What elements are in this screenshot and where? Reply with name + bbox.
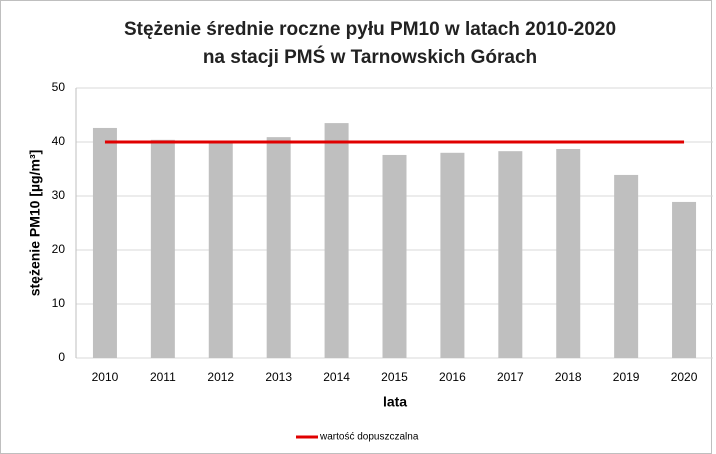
x-axis-title: lata <box>383 394 407 410</box>
bar <box>556 149 581 358</box>
x-tick-label: 2014 <box>323 370 350 384</box>
legend-label: wartość dopuszczalna <box>319 432 419 443</box>
bar <box>382 154 407 358</box>
x-tick-label: 2018 <box>555 370 582 384</box>
x-tick-label: 2020 <box>671 370 698 384</box>
bar <box>208 140 233 358</box>
y-tick-label: 0 <box>58 350 65 364</box>
bar <box>150 139 175 358</box>
bar <box>440 152 465 358</box>
bar <box>324 123 349 358</box>
x-tick-label: 2010 <box>92 370 119 384</box>
bar <box>92 127 117 359</box>
x-tick-label: 2016 <box>439 370 466 384</box>
y-tick-label: 30 <box>52 188 66 202</box>
bar <box>266 137 291 358</box>
y-tick-label: 40 <box>52 134 66 148</box>
bar <box>672 201 697 358</box>
chart-title: Stężenie średnie roczne pyłu PM10 w lata… <box>124 19 616 40</box>
x-tick-label: 2012 <box>207 370 234 384</box>
x-tick-label: 2019 <box>613 370 640 384</box>
y-tick-label: 20 <box>52 242 66 256</box>
y-axis-title: stężenie PM10 [µg/m³] <box>27 150 43 297</box>
y-tick-label: 50 <box>52 80 66 94</box>
x-tick-label: 2015 <box>381 370 408 384</box>
chart-title: na stacji PMŚ w Tarnowskich Górach <box>203 46 537 68</box>
bar <box>498 151 523 358</box>
y-tick-label: 10 <box>52 296 66 310</box>
x-tick-label: 2013 <box>265 370 292 384</box>
x-tick-label: 2011 <box>150 370 176 384</box>
bar <box>614 174 639 358</box>
x-tick-label: 2017 <box>497 370 524 384</box>
